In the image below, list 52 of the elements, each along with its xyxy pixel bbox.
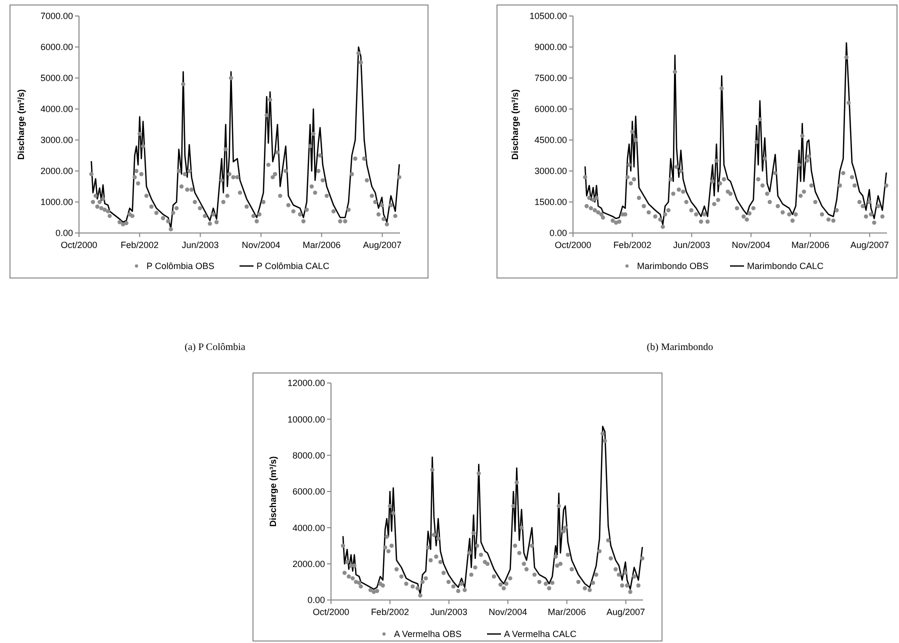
- legend-label: Marimbondo OBS: [637, 261, 709, 272]
- x-tick-label: Aug/2007: [850, 240, 889, 250]
- y-tick-label: 0.00: [549, 228, 567, 238]
- y-tick-label: 0.00: [307, 595, 325, 606]
- y-tick-label: 9000.00: [534, 42, 567, 52]
- y-tick-label: 6000.00: [292, 486, 325, 497]
- x-tick-label: Aug/2007: [606, 607, 646, 617]
- y-tick-label: 1000.00: [40, 197, 73, 208]
- x-tick-label: Feb/2002: [120, 240, 159, 250]
- x-tick-label: Feb/2002: [370, 607, 409, 617]
- y-tick-label: 12000.00: [287, 378, 325, 388]
- y-tick-label: 7500.00: [534, 73, 567, 84]
- legend-label: Marimbondo CALC: [747, 261, 824, 272]
- y-tick-label: 6000.00: [40, 42, 73, 52]
- y-tick-label: 1500.00: [534, 197, 567, 208]
- x-tick-label: Nov/2004: [242, 240, 280, 250]
- y-tick-label: 3000.00: [40, 135, 73, 146]
- y-axis-title: Discharge (m³/s): [268, 456, 278, 527]
- y-axis-title: Discharge (m³/s): [16, 89, 26, 160]
- y-tick-label: 2000.00: [40, 166, 73, 176]
- y-tick-label: 10500.00: [529, 11, 567, 22]
- y-axis-title: Discharge (m³/s): [510, 89, 520, 160]
- y-tick-label: 6000.00: [534, 104, 567, 114]
- x-tick-label: Jun/2003: [430, 607, 468, 617]
- y-tick-label: 2000.00: [292, 558, 325, 569]
- y-tick-label: 4000.00: [40, 104, 73, 114]
- y-tick-label: 0.00: [55, 228, 73, 238]
- x-tick-label: Oct/2000: [554, 240, 592, 250]
- x-tick-label: Mar/2006: [548, 607, 586, 617]
- y-tick-label: 7000.00: [40, 11, 73, 22]
- y-tick-label: 4500.00: [534, 135, 567, 146]
- y-tick-label: 4000.00: [292, 522, 325, 533]
- x-tick-label: Feb/2002: [613, 240, 652, 250]
- x-tick-label: Jun/2003: [673, 240, 710, 250]
- x-tick-label: Jun/2003: [182, 240, 219, 250]
- x-tick-label: Nov/2004: [732, 240, 770, 250]
- y-tick-label: 10000.00: [287, 414, 325, 424]
- legend-label: P Colômbia CALC: [256, 261, 330, 272]
- x-tick-label: Nov/2004: [488, 607, 528, 617]
- x-tick-label: Oct/2000: [60, 240, 98, 250]
- text: (a) P Colômbia: [184, 342, 246, 353]
- legend-label: A Vermelha OBS: [394, 629, 462, 640]
- legend-label: A Vermelha CALC: [504, 629, 578, 640]
- y-tick-label: 5000.00: [40, 73, 73, 84]
- legend-label: P Colômbia OBS: [146, 261, 214, 272]
- x-tick-label: Mar/2006: [791, 240, 830, 250]
- text: (b) Marimbondo: [646, 342, 714, 353]
- y-tick-label: 3000.00: [534, 166, 567, 176]
- x-tick-label: Oct/2000: [312, 607, 350, 617]
- x-tick-label: Aug/2007: [363, 240, 402, 250]
- y-tick-label: 8000.00: [292, 450, 325, 460]
- x-tick-label: Mar/2006: [302, 240, 341, 250]
